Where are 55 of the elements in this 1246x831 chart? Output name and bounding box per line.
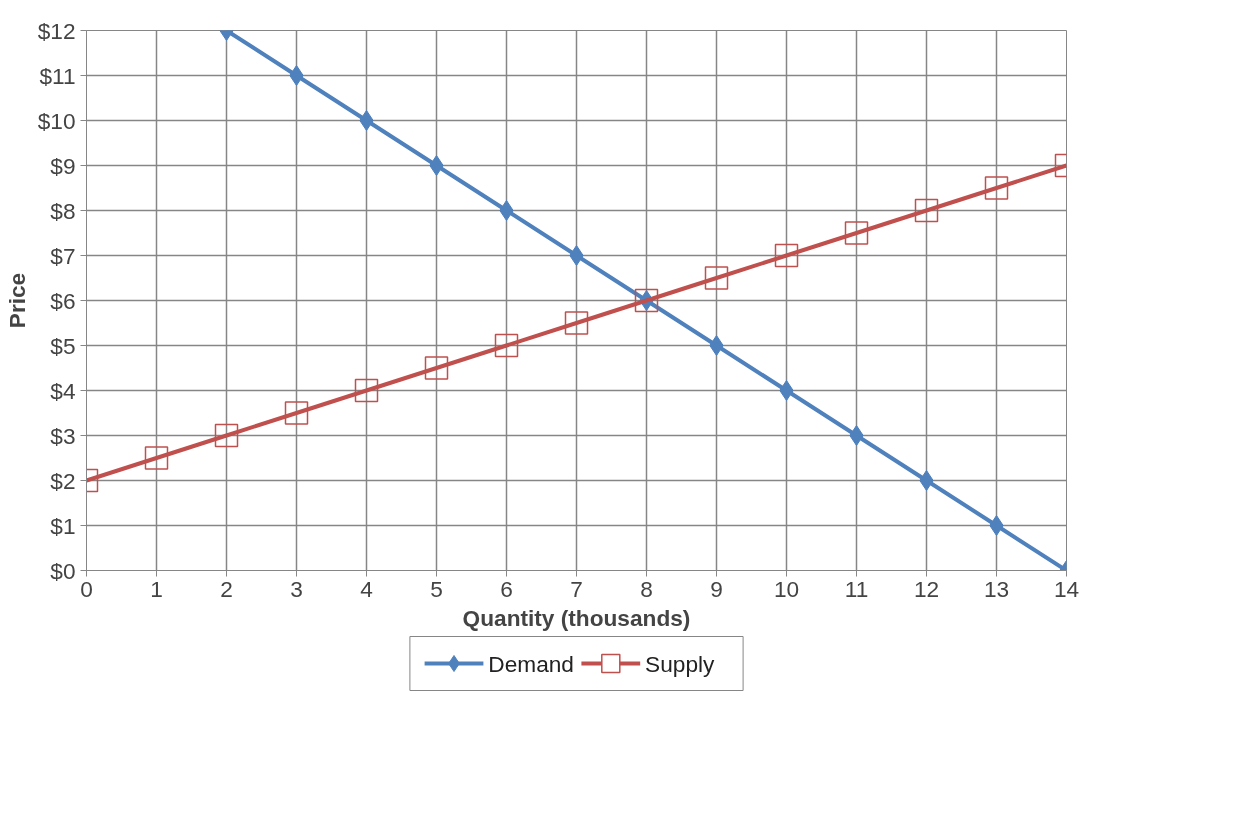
x-tick-label: 2	[220, 575, 233, 602]
point	[779, 380, 794, 401]
point	[989, 515, 1004, 536]
point	[284, 401, 309, 425]
point	[424, 356, 449, 380]
x-tick-label: 4	[360, 575, 373, 602]
point	[569, 245, 584, 266]
point	[214, 423, 239, 448]
point	[984, 176, 1009, 200]
x-axis-title: Quantity (thousands)	[462, 604, 691, 631]
point	[774, 243, 799, 268]
point	[429, 155, 444, 176]
point	[354, 378, 379, 403]
y-tick-label: $7	[50, 242, 76, 269]
x-tick-label: 3	[290, 575, 303, 602]
point	[359, 110, 374, 131]
point	[844, 221, 869, 245]
y-tick-label: $11	[39, 62, 76, 89]
y-tick-label: $4	[50, 377, 76, 404]
point	[289, 65, 304, 86]
point	[849, 425, 864, 446]
y-tick-label: $6	[50, 287, 76, 314]
x-tick-label: 11	[844, 575, 869, 602]
point	[919, 470, 934, 491]
y-tick-label: $5	[50, 332, 76, 359]
x-tick-label: 6	[500, 575, 513, 602]
point	[144, 446, 169, 470]
x-tick-label: 14	[1053, 575, 1080, 602]
y-tick-label: $1	[50, 512, 76, 539]
x-tick-label: 13	[983, 575, 1010, 602]
x-tick-label: 10	[773, 575, 800, 602]
y-tick-label: $2	[50, 467, 76, 494]
y-tick-label: $12	[37, 17, 76, 44]
x-tick-label: 8	[640, 575, 653, 602]
legend-label: Demand	[488, 650, 574, 677]
point	[499, 200, 514, 221]
y-tick-label: $8	[50, 197, 76, 224]
y-axis-title: Price	[3, 272, 30, 329]
point	[634, 288, 659, 313]
x-tick-label: 7	[570, 575, 583, 602]
x-tick-label: 12	[913, 575, 940, 602]
x-tick-label: 5	[430, 575, 443, 602]
point	[564, 311, 589, 335]
x-tick-label: 9	[710, 575, 723, 602]
legend-label: Supply	[645, 650, 716, 677]
x-tick-label: 1	[150, 575, 163, 602]
y-tick-label: $10	[37, 107, 76, 134]
point	[914, 198, 939, 223]
point	[704, 266, 729, 290]
point	[709, 335, 724, 356]
y-tick-label: $3	[50, 422, 76, 449]
y-tick-label: $0	[50, 557, 76, 584]
x-tick-label: 0	[80, 575, 93, 602]
point	[494, 333, 519, 358]
y-tick-label: $9	[50, 152, 76, 179]
